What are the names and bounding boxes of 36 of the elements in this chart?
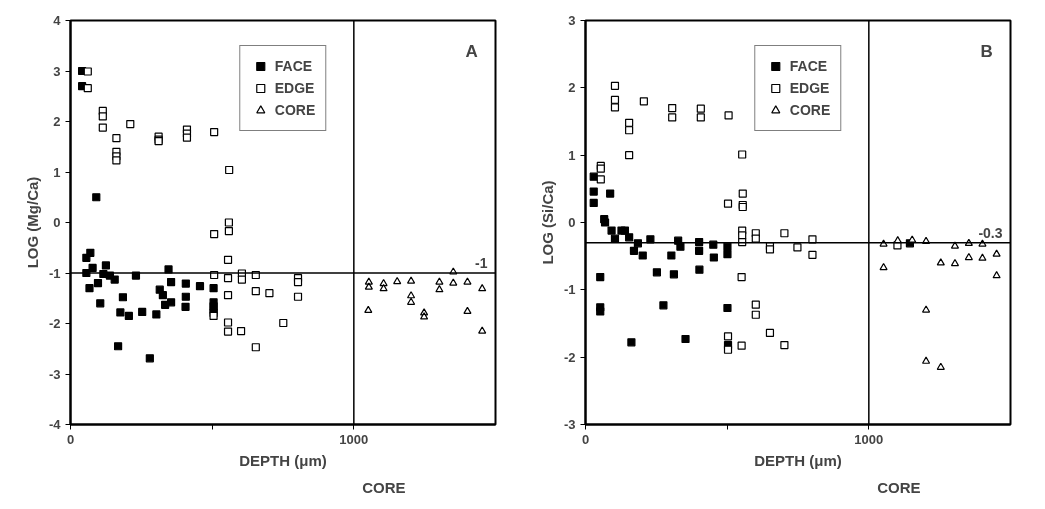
- ref-line-label: -1: [475, 255, 488, 271]
- x-axis-title: DEPTH (μm): [239, 451, 327, 469]
- y-tick-label: -3: [563, 417, 576, 432]
- x-tick-label: 1000: [339, 431, 369, 447]
- text: B: [980, 41, 993, 61]
- ref-line-label: -0.3: [978, 224, 1003, 241]
- y-tick-label: 0: [568, 215, 576, 230]
- legend-label: CORE: [274, 102, 316, 118]
- legend-label: EDGE: [274, 80, 315, 96]
- legend-label: CORE: [789, 102, 831, 118]
- legend-label: FACE: [274, 58, 313, 74]
- y-axis-title: LOG (Si/Ca): [538, 180, 556, 265]
- y-tick-label: 1: [568, 147, 576, 163]
- y-tick-label: 3: [568, 13, 576, 28]
- x-tick-label: 1000: [854, 431, 884, 447]
- y-tick-label: -1: [48, 265, 61, 281]
- legend-label: EDGE: [789, 80, 830, 96]
- x-tick-label: 0: [581, 431, 590, 447]
- y-tick-label: 1: [53, 164, 61, 180]
- y-axis-title: LOG (Mg/Ca): [23, 176, 41, 269]
- text: CORE: [877, 478, 921, 496]
- legend-label: FACE: [789, 58, 828, 74]
- text: CORE: [362, 478, 406, 496]
- y-tick-label: -3: [48, 366, 61, 382]
- y-tick-label: -2: [563, 349, 576, 365]
- y-tick-label: -4: [48, 417, 62, 432]
- y-tick-label: 2: [53, 114, 61, 129]
- y-tick-label: 4: [53, 13, 62, 28]
- y-tick-label: -2: [48, 316, 61, 331]
- y-tick-label: 0: [53, 215, 61, 230]
- y-tick-label: 2: [568, 80, 576, 96]
- x-axis-title: DEPTH (μm): [754, 451, 842, 469]
- text: A: [465, 41, 478, 61]
- y-tick-label: -1: [563, 282, 576, 298]
- x-tick-label: 0: [66, 431, 75, 447]
- y-tick-label: 3: [53, 63, 61, 79]
